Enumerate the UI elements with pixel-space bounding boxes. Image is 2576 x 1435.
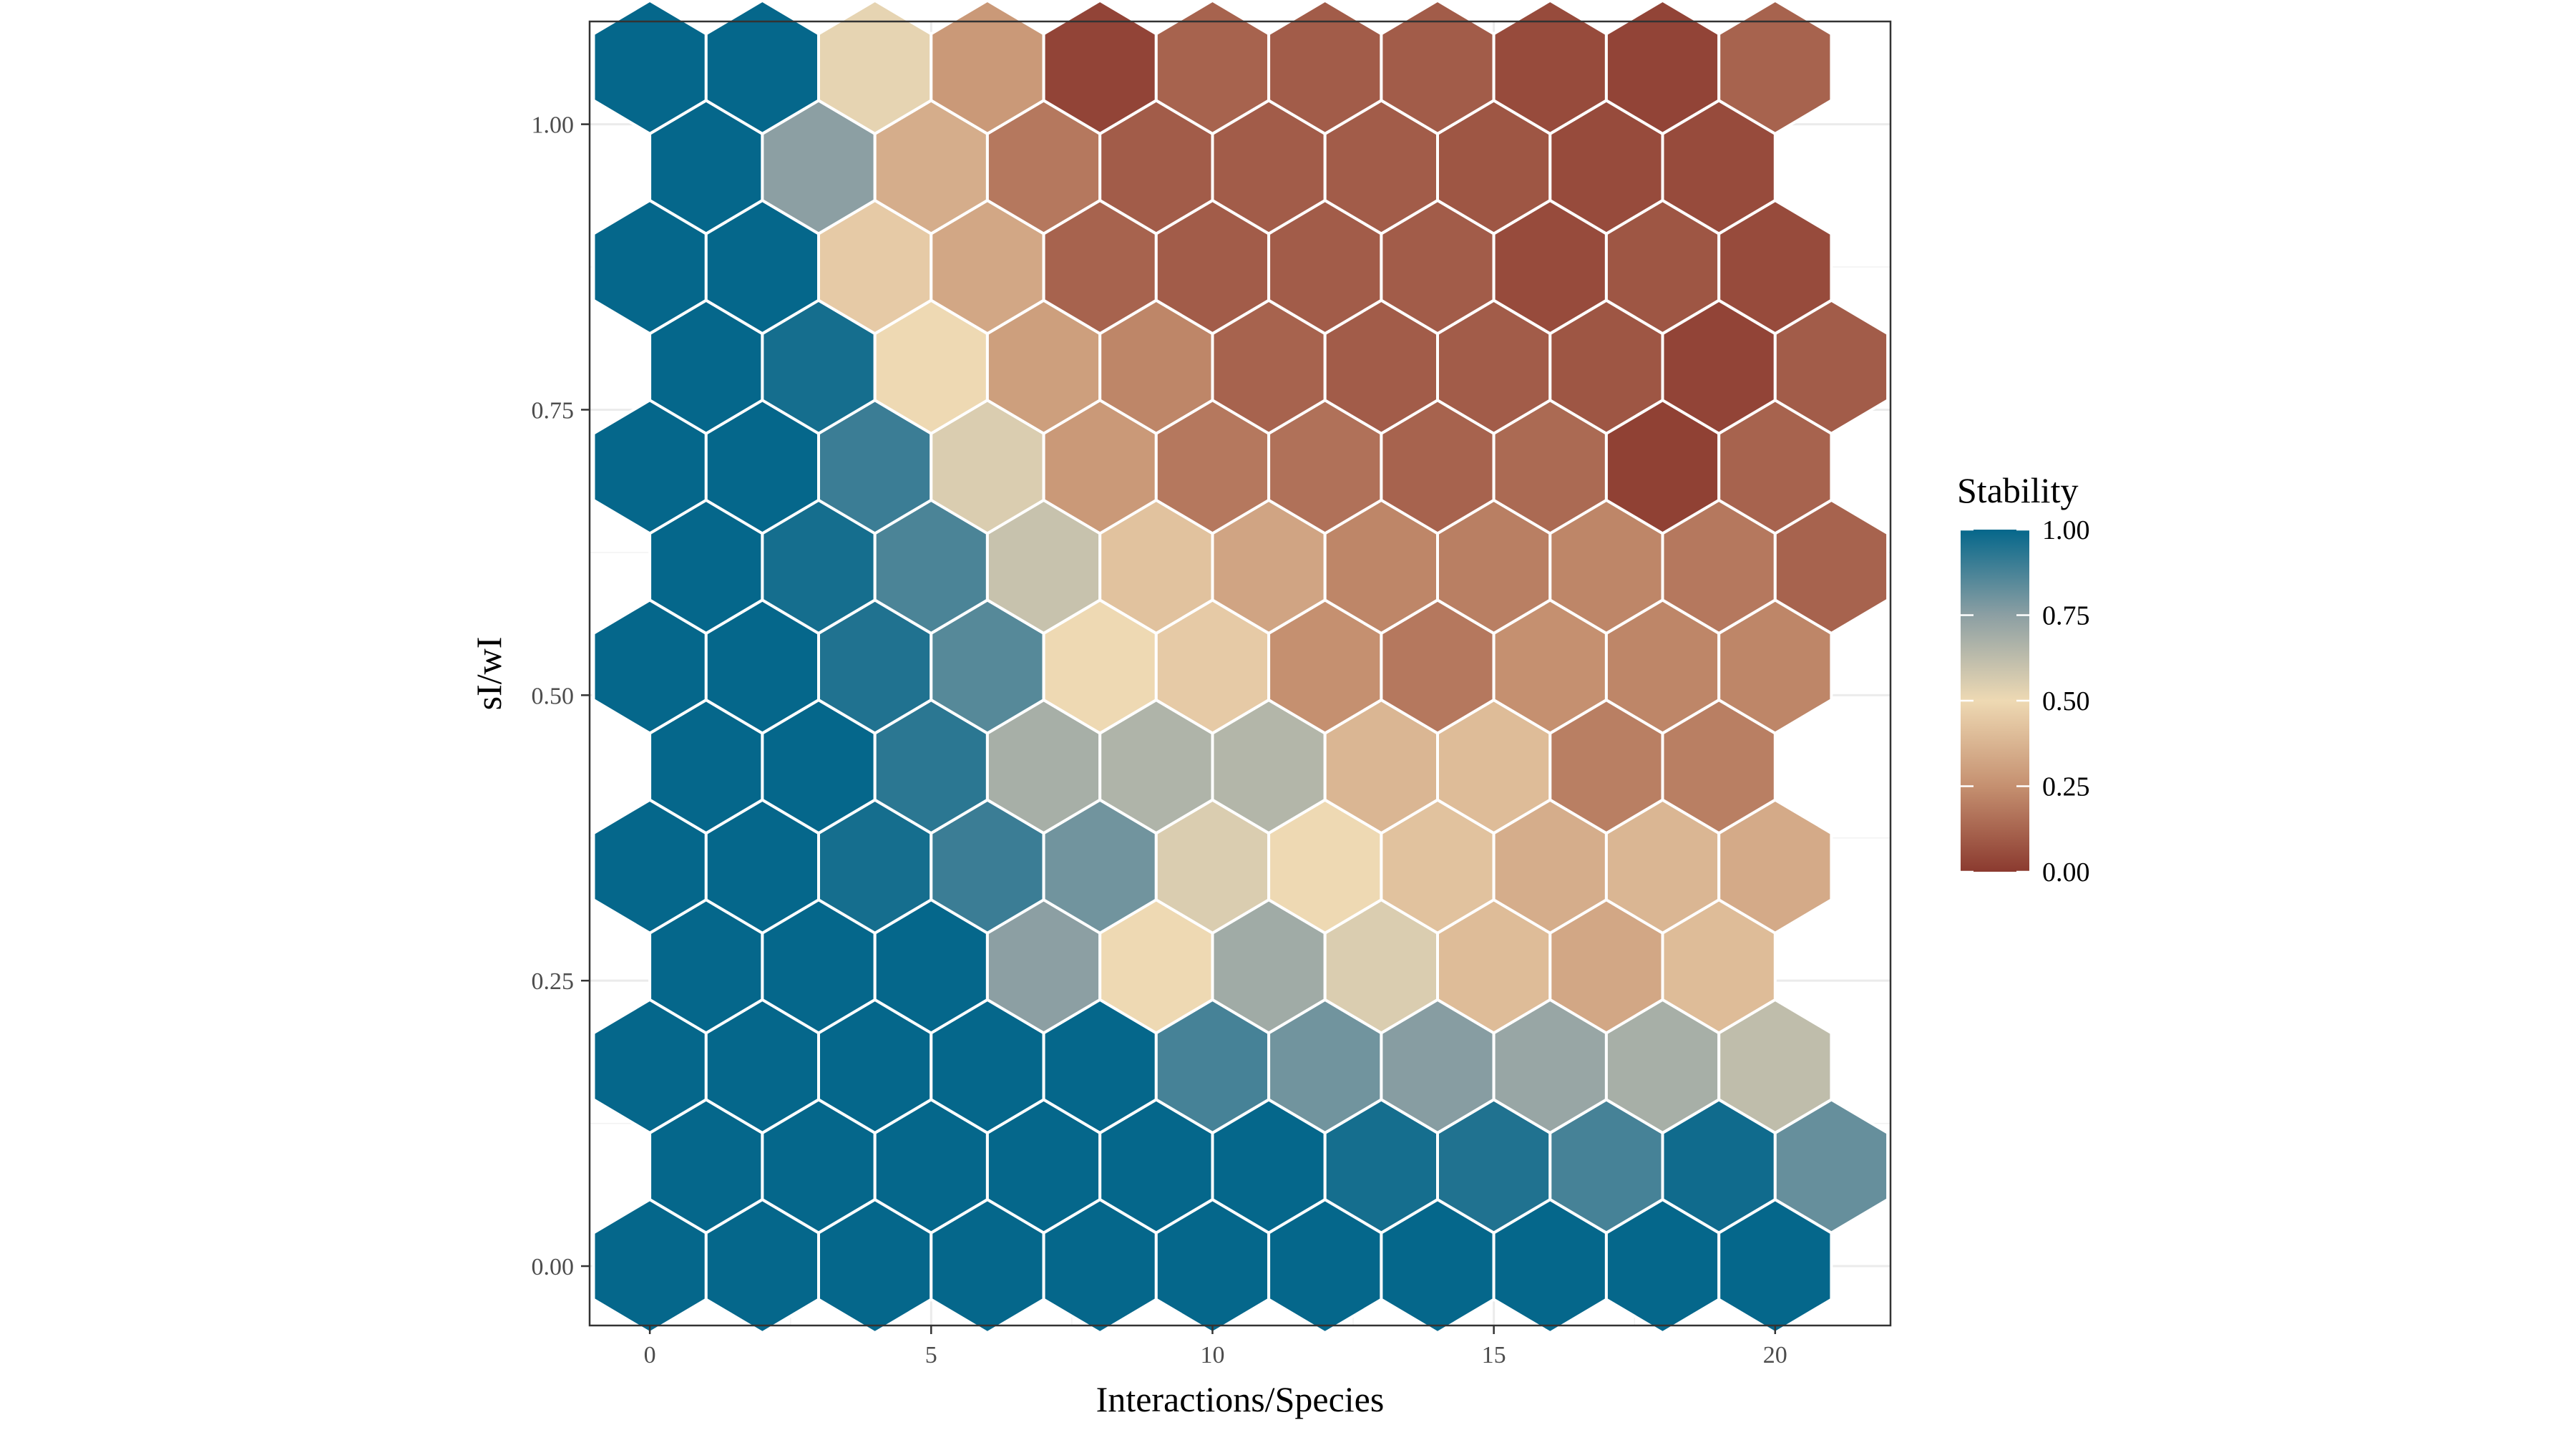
y-tick-label: 0.00 — [532, 1254, 575, 1280]
x-tick-label: 5 — [925, 1342, 937, 1368]
axes: 0 5 10 15 20 0.00 0.25 0.50 0.75 1.00 — [532, 112, 1787, 1368]
legend-tick-label: 0.50 — [2042, 686, 2090, 716]
legend-tick-label: 1.00 — [2042, 515, 2090, 545]
legend: Stability 1.00 0.75 0.50 0.25 0.00 — [1957, 470, 2090, 887]
y-axis-title: sI/wI — [469, 637, 509, 711]
legend-ticks: 1.00 0.75 0.50 0.25 0.00 — [1961, 515, 2090, 887]
x-tick-label: 15 — [1482, 1342, 1506, 1368]
x-axis-title: Interactions/Species — [1096, 1379, 1385, 1419]
y-tick-label: 0.25 — [532, 968, 575, 995]
y-tick-label: 0.50 — [532, 683, 575, 709]
hex-cell — [1717, 0, 1833, 135]
legend-tick-label: 0.00 — [2042, 857, 2090, 887]
hex-cells — [592, 0, 1890, 1335]
legend-title: Stability — [1957, 470, 2078, 510]
x-tick-label: 0 — [644, 1342, 656, 1368]
y-tick-label: 1.00 — [532, 112, 575, 139]
legend-tick-label: 0.25 — [2042, 772, 2090, 802]
plot-panel-border — [588, 20, 1892, 1327]
legend-tick-label: 0.75 — [2042, 601, 2090, 631]
y-tick-label: 0.75 — [532, 397, 575, 424]
x-tick-label: 10 — [1200, 1342, 1224, 1368]
x-tick-label: 20 — [1763, 1342, 1787, 1368]
